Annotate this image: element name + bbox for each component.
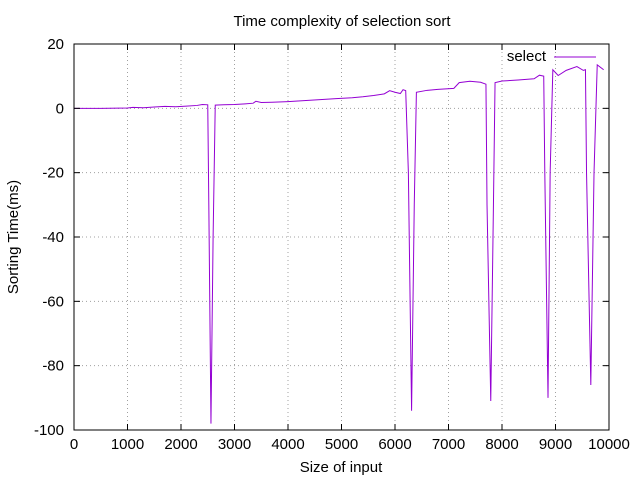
y-tick-label: -60: [42, 293, 64, 310]
x-tick-label: 5000: [325, 436, 358, 453]
y-tick-label: -80: [42, 358, 64, 375]
x-tick-label: 10000: [588, 436, 630, 453]
grid: [74, 44, 609, 430]
y-tick-label: 20: [47, 36, 64, 53]
x-tick-label: 2000: [164, 436, 197, 453]
legend-label-select: select: [507, 48, 547, 65]
y-tick-label: 0: [56, 100, 64, 117]
x-tick-label: 6000: [378, 436, 411, 453]
x-tick-label: 7000: [432, 436, 465, 453]
chart-title: Time complexity of selection sort: [233, 13, 451, 30]
x-tick-label: 3000: [218, 436, 251, 453]
y-axis-label: Sorting Time(ms): [5, 180, 22, 294]
x-tick-label: 1000: [111, 436, 144, 453]
y-tick-label: -40: [42, 229, 64, 246]
x-tick-label: 8000: [485, 436, 518, 453]
x-axis-label: Size of input: [300, 459, 383, 476]
y-tick-label: -100: [34, 422, 64, 439]
legend: select: [507, 48, 596, 65]
series-layer: [74, 63, 604, 424]
x-tick-label: 4000: [271, 436, 304, 453]
ticks: 0 1000 2000 3000 4000 5000 6000 7000 8000 9000 100…: [34, 36, 630, 453]
series-line-select: [74, 63, 604, 424]
y-tick-label: -20: [42, 165, 64, 182]
x-tick-label: 0: [70, 436, 78, 453]
x-tick-label: 9000: [539, 436, 572, 453]
